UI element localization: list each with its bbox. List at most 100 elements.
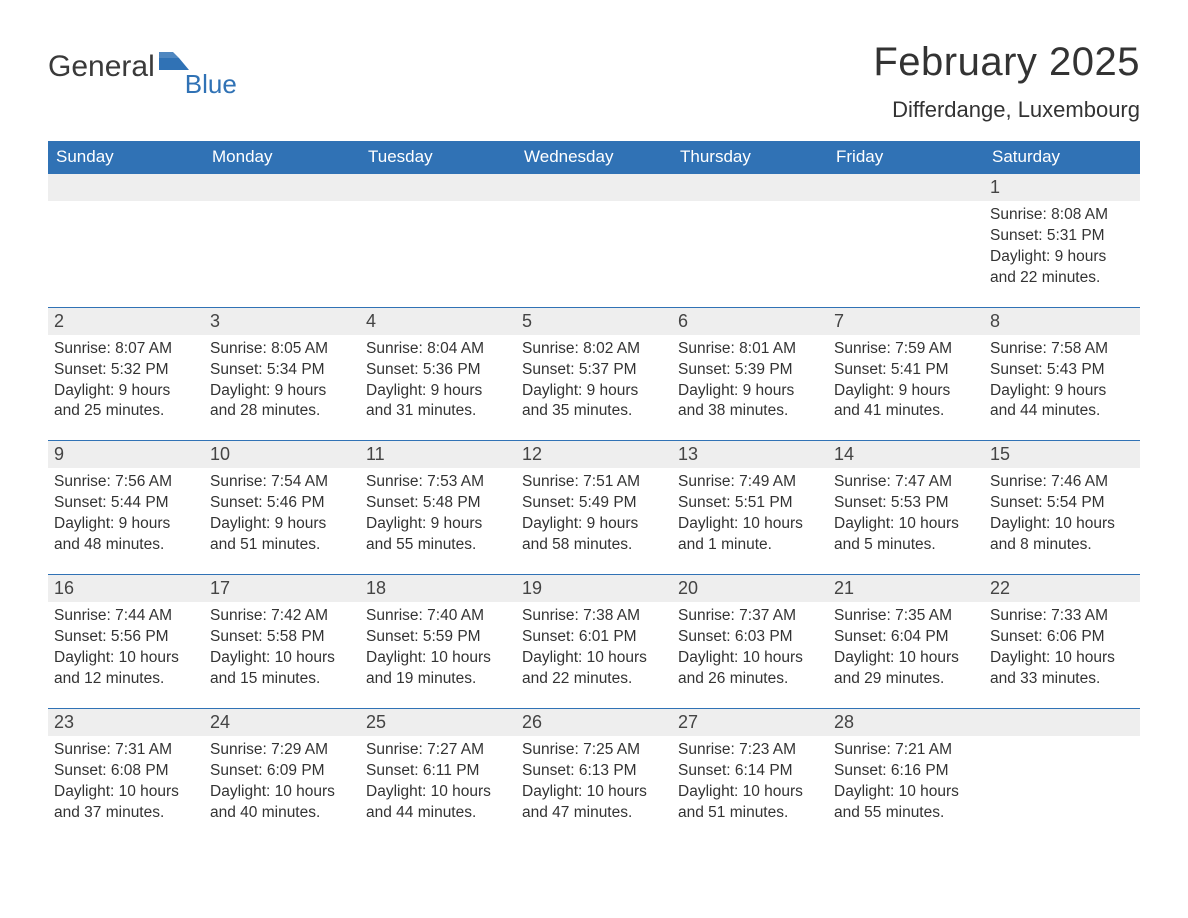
sunrise-text: Sunrise: 7:29 AM (210, 740, 354, 761)
sunset-text: Sunset: 6:08 PM (54, 761, 198, 782)
day-number: 10 (204, 441, 360, 468)
day-number: 13 (672, 441, 828, 468)
day-cell: Sunrise: 7:46 AMSunset: 5:54 PMDaylight:… (984, 468, 1140, 574)
daylight-text: Daylight: 9 hours and 38 minutes. (678, 381, 822, 423)
sunset-text: Sunset: 5:32 PM (54, 360, 198, 381)
day-number: 7 (828, 308, 984, 335)
day-cell: Sunrise: 7:44 AMSunset: 5:56 PMDaylight:… (48, 602, 204, 708)
day-cell: Sunrise: 7:40 AMSunset: 5:59 PMDaylight:… (360, 602, 516, 708)
sunset-text: Sunset: 5:56 PM (54, 627, 198, 648)
daylight-text: Daylight: 9 hours and 55 minutes. (366, 514, 510, 556)
sunrise-text: Sunrise: 7:49 AM (678, 472, 822, 493)
day-number-row: 9101112131415 (48, 441, 1140, 468)
brand-word-blue: Blue (185, 69, 237, 100)
sunrise-text: Sunrise: 7:21 AM (834, 740, 978, 761)
sunrise-text: Sunrise: 8:05 AM (210, 339, 354, 360)
dow-monday: Monday (204, 141, 360, 174)
day-number (48, 174, 204, 201)
daylight-text: Daylight: 10 hours and 55 minutes. (834, 782, 978, 824)
sunrise-text: Sunrise: 7:58 AM (990, 339, 1134, 360)
day-cell: Sunrise: 7:35 AMSunset: 6:04 PMDaylight:… (828, 602, 984, 708)
dow-friday: Friday (828, 141, 984, 174)
day-number: 5 (516, 308, 672, 335)
day-number: 3 (204, 308, 360, 335)
daylight-text: Daylight: 10 hours and 47 minutes. (522, 782, 666, 824)
sunset-text: Sunset: 5:34 PM (210, 360, 354, 381)
header-row: General Blue February 2025 Differdange, … (48, 40, 1140, 123)
day-body-row: Sunrise: 7:31 AMSunset: 6:08 PMDaylight:… (48, 736, 1140, 842)
week-row: 16171819202122Sunrise: 7:44 AMSunset: 5:… (48, 574, 1140, 708)
brand-word-general: General (48, 52, 155, 82)
daylight-text: Daylight: 9 hours and 41 minutes. (834, 381, 978, 423)
daylight-text: Daylight: 10 hours and 15 minutes. (210, 648, 354, 690)
dow-saturday: Saturday (984, 141, 1140, 174)
sunrise-text: Sunrise: 7:46 AM (990, 472, 1134, 493)
dow-thursday: Thursday (672, 141, 828, 174)
day-number (672, 174, 828, 201)
daylight-text: Daylight: 10 hours and 40 minutes. (210, 782, 354, 824)
sunrise-text: Sunrise: 7:42 AM (210, 606, 354, 627)
sunrise-text: Sunrise: 7:56 AM (54, 472, 198, 493)
day-cell: Sunrise: 7:37 AMSunset: 6:03 PMDaylight:… (672, 602, 828, 708)
day-cell: Sunrise: 7:42 AMSunset: 5:58 PMDaylight:… (204, 602, 360, 708)
daylight-text: Daylight: 10 hours and 1 minute. (678, 514, 822, 556)
daylight-text: Daylight: 10 hours and 12 minutes. (54, 648, 198, 690)
day-body-row: Sunrise: 8:07 AMSunset: 5:32 PMDaylight:… (48, 335, 1140, 441)
day-cell: Sunrise: 7:56 AMSunset: 5:44 PMDaylight:… (48, 468, 204, 574)
sunrise-text: Sunrise: 7:59 AM (834, 339, 978, 360)
day-cell: Sunrise: 7:58 AMSunset: 5:43 PMDaylight:… (984, 335, 1140, 441)
daylight-text: Daylight: 9 hours and 25 minutes. (54, 381, 198, 423)
sunset-text: Sunset: 6:03 PM (678, 627, 822, 648)
daylight-text: Daylight: 9 hours and 28 minutes. (210, 381, 354, 423)
day-number: 28 (828, 709, 984, 736)
day-number: 9 (48, 441, 204, 468)
brand-logo: General Blue (48, 52, 237, 100)
day-number (204, 174, 360, 201)
sunset-text: Sunset: 6:13 PM (522, 761, 666, 782)
day-cell: Sunrise: 8:07 AMSunset: 5:32 PMDaylight:… (48, 335, 204, 441)
sunrise-text: Sunrise: 7:23 AM (678, 740, 822, 761)
day-number: 22 (984, 575, 1140, 602)
day-cell: Sunrise: 8:05 AMSunset: 5:34 PMDaylight:… (204, 335, 360, 441)
sunset-text: Sunset: 6:04 PM (834, 627, 978, 648)
day-number: 19 (516, 575, 672, 602)
sunset-text: Sunset: 6:06 PM (990, 627, 1134, 648)
day-cell: Sunrise: 7:21 AMSunset: 6:16 PMDaylight:… (828, 736, 984, 842)
sunrise-text: Sunrise: 7:54 AM (210, 472, 354, 493)
day-number: 2 (48, 308, 204, 335)
sunrise-text: Sunrise: 7:53 AM (366, 472, 510, 493)
sunset-text: Sunset: 5:58 PM (210, 627, 354, 648)
day-number: 12 (516, 441, 672, 468)
daylight-text: Daylight: 9 hours and 22 minutes. (990, 247, 1134, 289)
sunset-text: Sunset: 5:48 PM (366, 493, 510, 514)
brand-blue-wrap: Blue (157, 52, 237, 100)
sunrise-text: Sunrise: 7:35 AM (834, 606, 978, 627)
day-number: 15 (984, 441, 1140, 468)
sunset-text: Sunset: 6:11 PM (366, 761, 510, 782)
day-cell: Sunrise: 7:47 AMSunset: 5:53 PMDaylight:… (828, 468, 984, 574)
sunrise-text: Sunrise: 7:38 AM (522, 606, 666, 627)
daylight-text: Daylight: 10 hours and 19 minutes. (366, 648, 510, 690)
dow-sunday: Sunday (48, 141, 204, 174)
daylight-text: Daylight: 9 hours and 58 minutes. (522, 514, 666, 556)
sunrise-text: Sunrise: 8:08 AM (990, 205, 1134, 226)
daylight-text: Daylight: 9 hours and 44 minutes. (990, 381, 1134, 423)
day-cell: Sunrise: 7:27 AMSunset: 6:11 PMDaylight:… (360, 736, 516, 842)
daylight-text: Daylight: 10 hours and 26 minutes. (678, 648, 822, 690)
day-cell (516, 201, 672, 307)
day-number: 26 (516, 709, 672, 736)
daylight-text: Daylight: 10 hours and 5 minutes. (834, 514, 978, 556)
day-cell: Sunrise: 7:29 AMSunset: 6:09 PMDaylight:… (204, 736, 360, 842)
day-number (360, 174, 516, 201)
sunset-text: Sunset: 5:36 PM (366, 360, 510, 381)
sunset-text: Sunset: 5:46 PM (210, 493, 354, 514)
day-cell: Sunrise: 7:53 AMSunset: 5:48 PMDaylight:… (360, 468, 516, 574)
day-cell (828, 201, 984, 307)
day-cell: Sunrise: 7:25 AMSunset: 6:13 PMDaylight:… (516, 736, 672, 842)
day-number: 14 (828, 441, 984, 468)
sunrise-text: Sunrise: 7:51 AM (522, 472, 666, 493)
sunrise-text: Sunrise: 8:01 AM (678, 339, 822, 360)
sunset-text: Sunset: 6:14 PM (678, 761, 822, 782)
week-row: 2345678Sunrise: 8:07 AMSunset: 5:32 PMDa… (48, 307, 1140, 441)
sunset-text: Sunset: 5:51 PM (678, 493, 822, 514)
